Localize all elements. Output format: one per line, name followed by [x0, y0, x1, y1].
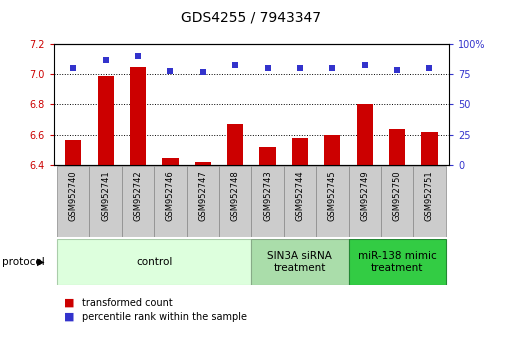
Bar: [154, 166, 187, 237]
Bar: [357, 104, 373, 165]
Bar: [219, 166, 251, 237]
Bar: [97, 76, 114, 165]
Bar: [348, 166, 381, 237]
Text: GSM952748: GSM952748: [231, 170, 240, 221]
Text: GSM952741: GSM952741: [101, 170, 110, 221]
Bar: [413, 166, 446, 237]
Bar: [389, 129, 405, 165]
Bar: [89, 166, 122, 237]
Bar: [195, 162, 211, 165]
Text: miR-138 mimic
treatment: miR-138 mimic treatment: [358, 251, 437, 273]
Text: ■: ■: [64, 298, 74, 308]
Bar: [187, 166, 219, 237]
Bar: [251, 166, 284, 237]
Text: GSM952750: GSM952750: [392, 170, 402, 221]
Text: GSM952749: GSM952749: [360, 170, 369, 221]
Bar: [260, 147, 275, 165]
Bar: [381, 166, 413, 237]
Bar: [316, 166, 348, 237]
Text: GSM952742: GSM952742: [133, 170, 143, 221]
Text: GSM952745: GSM952745: [328, 170, 337, 221]
Bar: [284, 166, 316, 237]
Text: GDS4255 / 7943347: GDS4255 / 7943347: [182, 11, 321, 25]
Bar: [57, 166, 89, 237]
Text: percentile rank within the sample: percentile rank within the sample: [82, 312, 247, 322]
Text: control: control: [136, 257, 172, 267]
Bar: [324, 135, 341, 165]
Text: GSM952751: GSM952751: [425, 170, 434, 221]
Text: GSM952740: GSM952740: [69, 170, 78, 221]
Bar: [130, 67, 146, 165]
Text: ▶: ▶: [37, 257, 45, 267]
Bar: [65, 140, 82, 165]
Bar: [292, 138, 308, 165]
Text: protocol: protocol: [2, 257, 44, 267]
Text: GSM952746: GSM952746: [166, 170, 175, 221]
Text: GSM952743: GSM952743: [263, 170, 272, 221]
Text: transformed count: transformed count: [82, 298, 173, 308]
Text: ■: ■: [64, 312, 74, 322]
Bar: [421, 132, 438, 165]
Bar: [227, 124, 243, 165]
Text: GSM952747: GSM952747: [199, 170, 207, 221]
Text: SIN3A siRNA
treatment: SIN3A siRNA treatment: [267, 251, 332, 273]
Bar: [162, 158, 179, 165]
Text: GSM952744: GSM952744: [295, 170, 304, 221]
Bar: [348, 239, 446, 285]
Bar: [122, 166, 154, 237]
Bar: [57, 239, 251, 285]
Bar: [251, 239, 348, 285]
